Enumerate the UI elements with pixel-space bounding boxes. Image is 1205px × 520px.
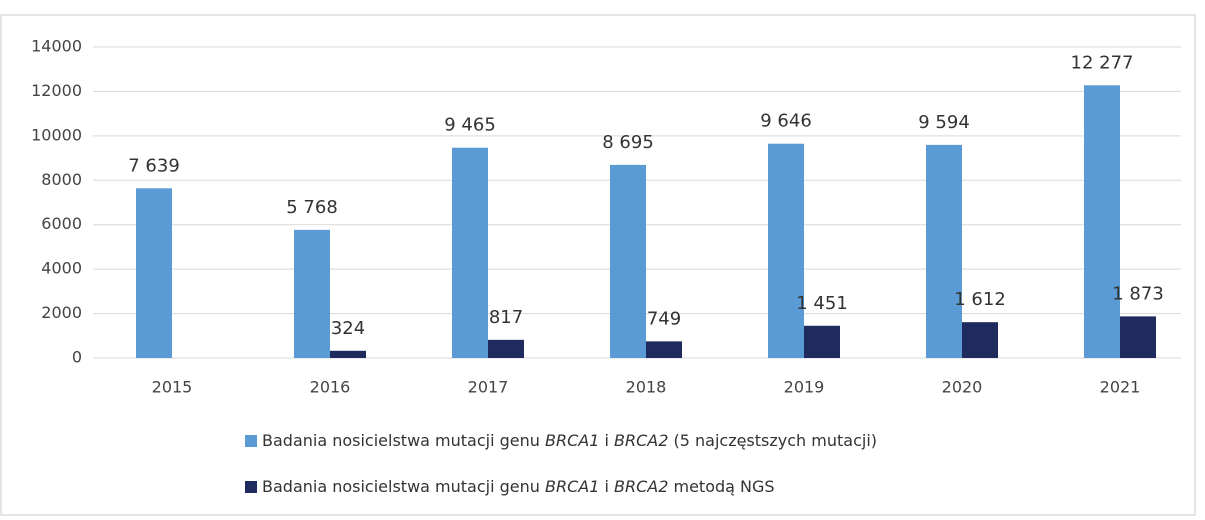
frame (0, 14, 1196, 516)
bar (136, 188, 172, 358)
value-label: 5 768 (286, 197, 338, 218)
value-label: 324 (331, 318, 365, 339)
bar (646, 341, 682, 358)
bar (488, 339, 524, 358)
value-label: 9 594 (918, 112, 970, 133)
bar (610, 164, 646, 358)
x-tick-label: 2021 (1100, 378, 1141, 397)
bar (768, 143, 804, 358)
bar (452, 147, 488, 358)
y-tick-label: 12000 (31, 81, 82, 100)
y-tick-label: 8000 (41, 170, 82, 189)
y-tick-label: 0 (72, 348, 82, 367)
bar (294, 229, 330, 358)
bar (1084, 85, 1120, 359)
value-label: 749 (647, 308, 681, 329)
legend-swatch (245, 481, 257, 493)
value-label: 9 465 (444, 115, 496, 136)
x-tick-label: 2019 (784, 378, 825, 397)
value-label: 8 695 (602, 132, 654, 153)
y-tick-label: 10000 (31, 125, 82, 144)
bar (804, 325, 840, 358)
y-tick-label: 4000 (41, 259, 82, 278)
value-label: 9 646 (760, 111, 812, 132)
y-tick-label: 6000 (41, 214, 82, 233)
x-tick-label: 2020 (942, 378, 983, 397)
value-label: 12 277 (1071, 52, 1134, 73)
legend-label: Badania nosicielstwa mutacji genu BRCA1 … (262, 477, 775, 496)
legend-label: Badania nosicielstwa mutacji genu BRCA1 … (262, 431, 877, 450)
y-tick-label: 14000 (31, 37, 82, 56)
value-label: 1 873 (1112, 283, 1164, 304)
bar (926, 144, 962, 358)
x-tick-label: 2016 (310, 378, 351, 397)
bar (1120, 316, 1156, 358)
bar (962, 322, 998, 358)
y-tick-label: 2000 (41, 303, 82, 322)
x-tick-label: 2018 (626, 378, 667, 397)
value-label: 817 (489, 307, 523, 328)
x-tick-label: 2017 (468, 378, 509, 397)
x-tick-label: 2015 (152, 378, 193, 397)
bar (330, 350, 366, 358)
legend-swatch (245, 435, 257, 447)
value-label: 7 639 (128, 155, 180, 176)
value-label: 1 451 (796, 293, 848, 314)
value-label: 1 612 (954, 289, 1006, 310)
